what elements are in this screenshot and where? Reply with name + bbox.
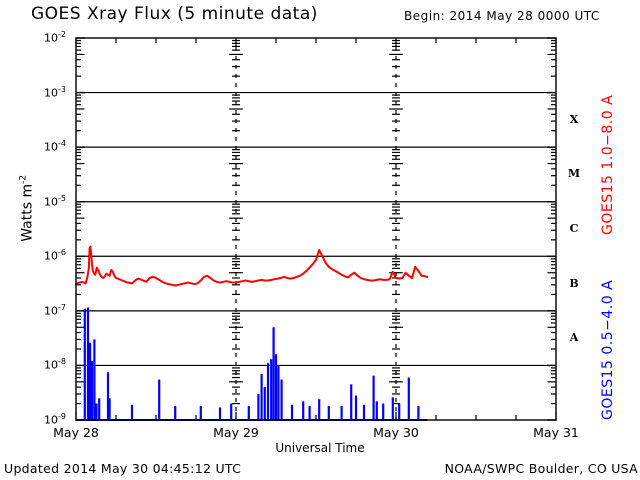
plot-frame — [75, 37, 557, 421]
tick-layer — [75, 37, 557, 421]
grid-layer — [76, 38, 556, 420]
y-tick-label: 10-4 — [44, 139, 66, 154]
flare-class-C: C — [569, 222, 579, 235]
x-tick-label: May 29 — [213, 425, 259, 440]
short-channel-trace — [76, 307, 428, 421]
updated-timestamp: Updated 2014 May 30 04:45:12 UTC — [4, 461, 242, 476]
flare-class-B: B — [569, 276, 579, 290]
x-axis-label: Universal Time — [275, 441, 365, 455]
y-tick-label: 10-7 — [44, 302, 66, 318]
y-tick-label: 10-2 — [44, 30, 66, 45]
y-tick-label: 10-9 — [44, 412, 66, 427]
y-tick-label: 10-8 — [44, 357, 66, 373]
begin-time-label: Begin: 2014 May 28 0000 UTC — [404, 9, 600, 23]
x-tick-label: May 31 — [533, 425, 579, 440]
flare-class-M: M — [567, 167, 581, 181]
y-tick-label: 10-3 — [44, 84, 66, 100]
y-tick-label: 10-5 — [44, 193, 66, 209]
legend-long-channel: GOES15 1.0−8.0 A — [600, 94, 616, 235]
source-credit: NOAA/SWPC Boulder, CO USA — [444, 461, 638, 476]
flare-class-A: A — [569, 331, 579, 345]
page-title: GOES Xray Flux (5 minute data) — [31, 4, 318, 24]
x-tick-label: May 28 — [53, 425, 99, 440]
long-channel-trace — [75, 245, 429, 287]
flare-class-X: X — [569, 112, 579, 126]
legend-short-channel: GOES15 0.5−4.0 A — [600, 279, 616, 420]
y-tick-label: 10-6 — [44, 248, 66, 263]
x-tick-label: May 30 — [373, 425, 419, 440]
